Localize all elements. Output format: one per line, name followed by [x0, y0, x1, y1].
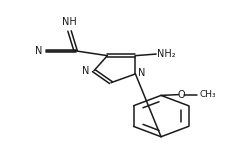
Text: N: N: [35, 46, 43, 56]
Text: N: N: [82, 66, 90, 76]
Text: N: N: [138, 68, 145, 78]
Text: NH: NH: [62, 17, 77, 27]
Text: NH₂: NH₂: [157, 49, 176, 59]
Text: O: O: [177, 90, 185, 100]
Text: CH₃: CH₃: [199, 90, 216, 99]
